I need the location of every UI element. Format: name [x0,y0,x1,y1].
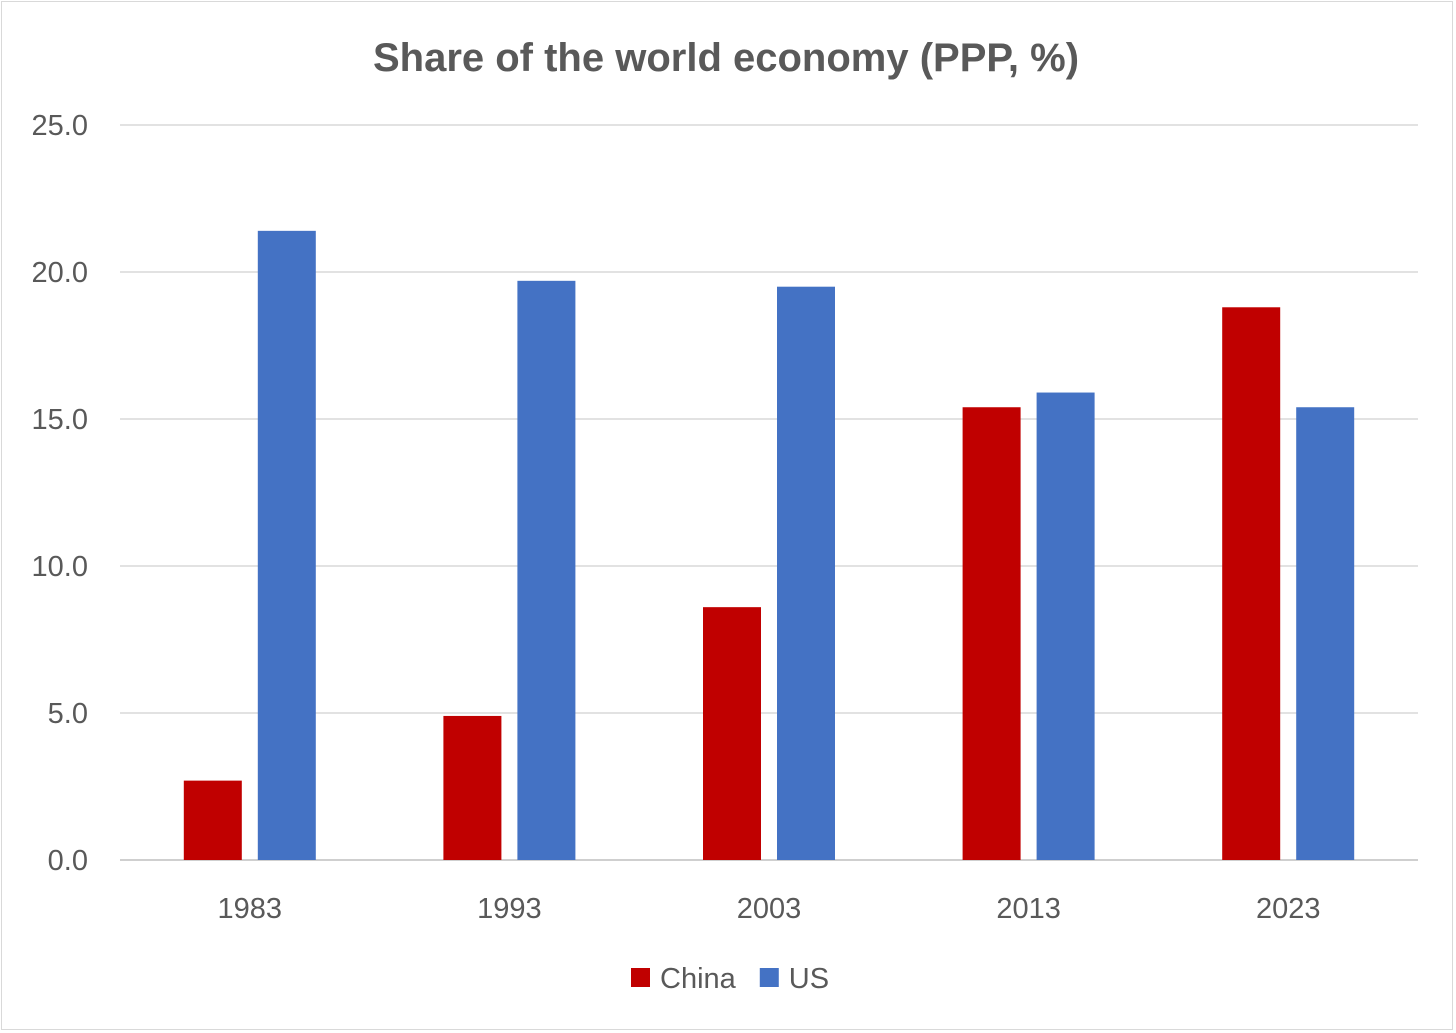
bar-china-2023 [1222,307,1281,860]
bar-us-1993 [517,280,576,860]
bar-china-2003 [703,607,761,860]
y-tick-label: 0.0 [48,845,88,877]
y-tick-label: 5.0 [48,698,88,730]
y-axis-ticks: 0.0 5.0 10.0 15.0 20.0 25.0 [32,110,88,877]
x-axis-ticks: 1983 1993 2003 2013 2023 [218,893,1321,925]
bar-china-1993 [443,715,502,860]
gridlines [120,124,1418,861]
bar-us-2013 [1036,392,1095,860]
x-tick-label: 1993 [477,893,542,925]
legend: China US [631,963,829,995]
x-tick-label: 2023 [1256,893,1321,925]
legend-label-china: China [660,963,737,995]
bar-china-1983 [183,780,242,860]
y-tick-label: 15.0 [32,404,88,436]
y-tick-label: 20.0 [32,257,88,289]
legend-swatch-china [631,968,650,987]
bar-china-2013 [962,407,1021,860]
legend-swatch-us [759,968,779,987]
y-tick-label: 25.0 [32,110,88,142]
x-tick-label: 2013 [996,893,1061,925]
x-tick-label: 2003 [737,893,802,925]
bar-us-1983 [257,230,316,861]
bar-us-2003 [777,286,835,860]
bars [183,230,1355,861]
y-tick-label: 10.0 [32,551,88,583]
chart-title: Share of the world economy (PPP, %) [373,36,1079,80]
legend-label-us: US [789,963,829,995]
x-tick-label: 1983 [218,893,283,925]
bar-us-2023 [1296,407,1355,860]
